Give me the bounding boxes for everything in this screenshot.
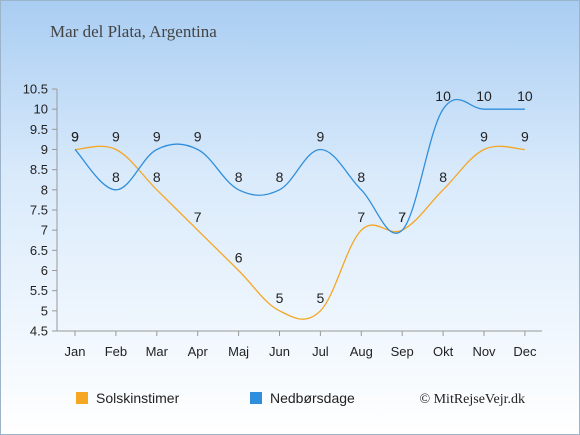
data-label: 8: [235, 169, 243, 185]
x-tick-label: Mar: [146, 344, 169, 359]
data-label: 9: [317, 129, 325, 145]
legend-swatch-nedborsdage: [250, 392, 262, 404]
data-label: 10: [476, 88, 492, 104]
x-tick-label: Dec: [513, 344, 537, 359]
x-tick-label: Apr: [188, 344, 209, 359]
data-label: 9: [71, 129, 79, 145]
x-tick-label: Feb: [105, 344, 127, 359]
data-label: 9: [194, 129, 202, 145]
x-tick-label: Maj: [228, 344, 249, 359]
legend-swatch-solskinstimer: [76, 392, 88, 404]
data-label: 6: [235, 250, 243, 266]
x-tick-label: Jul: [312, 344, 329, 359]
data-label: 8: [357, 169, 365, 185]
y-tick-label: 5.5: [30, 283, 48, 298]
data-label: 10: [435, 88, 451, 104]
data-label: 9: [112, 129, 120, 145]
x-tick-label: Nov: [472, 344, 496, 359]
series-lines: [74, 98, 525, 320]
x-tick-label: Aug: [350, 344, 373, 359]
y-tick-label: 9: [41, 142, 48, 157]
series-line-solskinstimer: [74, 145, 525, 320]
data-label: 8: [153, 169, 161, 185]
x-tick-label: Okt: [433, 344, 454, 359]
y-tick-label: 4.5: [30, 324, 48, 339]
y-tick-label: 8.5: [30, 162, 48, 177]
data-label: 9: [521, 129, 529, 145]
data-label: 5: [276, 290, 284, 306]
data-label: 7: [357, 209, 365, 225]
data-label: 9: [480, 129, 488, 145]
y-tick-label: 10.5: [23, 82, 48, 97]
data-label: 9: [153, 129, 161, 145]
x-tick-label: Jun: [269, 344, 290, 359]
x-tick-label: Sep: [391, 344, 414, 359]
y-ticks: 4.5 5 5.5 6 6.5 7 7.5 8 8.5 9 9.5 10 10.5: [23, 82, 57, 339]
x-tick-label: Jan: [65, 344, 86, 359]
chart-title: Mar del Plata, Argentina: [50, 22, 217, 41]
data-label: 8: [112, 169, 120, 185]
credit-text: © MitRejseVejr.dk: [419, 392, 525, 407]
legend-label-solskinstimer: Solskinstimer: [96, 390, 180, 406]
data-label: 8: [276, 169, 284, 185]
y-tick-label: 6.5: [30, 243, 48, 258]
x-ticks: Jan Feb Mar Apr Maj Jun Jul Aug Sep Okt Nov Dec: [65, 331, 537, 359]
y-tick-label: 10: [34, 102, 48, 117]
y-tick-label: 7.5: [30, 203, 48, 218]
y-tick-label: 9.5: [30, 122, 48, 137]
series-line-nedborsdage: [74, 98, 525, 234]
data-label: 9: [71, 129, 79, 145]
data-label: 5: [317, 290, 325, 306]
y-tick-label: 5: [41, 303, 48, 318]
y-tick-label: 6: [41, 263, 48, 278]
data-label: 8: [439, 169, 447, 185]
data-label: 7: [398, 209, 406, 225]
y-tick-label: 8: [41, 182, 48, 197]
legend-label-nedborsdage: Nedbørsdage: [270, 390, 355, 406]
data-label: 7: [398, 209, 406, 225]
data-label: 7: [194, 209, 202, 225]
y-tick-label: 7: [41, 223, 48, 238]
data-label: 10: [517, 88, 533, 104]
legend: Solskinstimer Nedbørsdage: [76, 390, 355, 406]
